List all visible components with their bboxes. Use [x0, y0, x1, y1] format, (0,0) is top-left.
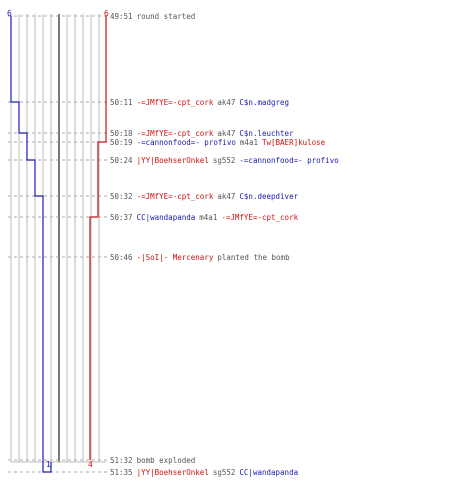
- event-text: -|SoI|- Mercenary: [136, 253, 214, 262]
- event-time: 50:24: [110, 156, 133, 165]
- red-team-start-count: 6: [104, 9, 109, 18]
- event-time: 50:18: [110, 129, 133, 138]
- event-text: m4a1: [239, 138, 258, 147]
- event-text: -=JMfYE=-cpt_cork: [221, 213, 299, 222]
- event-text: planted the bomb: [217, 253, 290, 262]
- event-text: CC|wandapanda: [239, 468, 299, 477]
- event-text: |YY|BoehserOnkel: [136, 468, 209, 477]
- event-row: 50:37 CC|wandapanda m4a1 -=JMfYE=-cpt_cork: [110, 213, 302, 222]
- event-text: ak47: [217, 129, 236, 138]
- event-text: CC|wandapanda: [136, 213, 196, 222]
- event-text: bomb exploded: [136, 456, 196, 465]
- event-text: C$n.leuchter: [239, 129, 294, 138]
- event-row: 51:35 |YY|BoehserOnkel sg552 CC|wandapanda: [110, 468, 302, 477]
- event-time: 50:37: [110, 213, 133, 222]
- event-text: ak47: [217, 192, 236, 201]
- event-text: -=JMfYE=-cpt_cork: [136, 98, 214, 107]
- event-text: ak47: [217, 98, 236, 107]
- event-row: 50:32 -=JMfYE=-cpt_cork ak47 C$n.deepdiver: [110, 192, 302, 201]
- event-text: m4a1: [199, 213, 218, 222]
- event-text: sg552: [212, 468, 236, 477]
- event-text: |YY|BoehserOnkel: [136, 156, 209, 165]
- event-row: 50:19 -=cannonfood=- profivo m4a1 Tw[BAER]k…: [110, 138, 329, 147]
- blue-team-start-count: 6: [7, 9, 12, 18]
- event-row: 50:46 -|SoI|- Mercenary planted the bomb: [110, 253, 294, 262]
- event-text: sg552: [212, 156, 236, 165]
- event-time: 50:46: [110, 253, 133, 262]
- red-team-step-line: [89, 16, 107, 460]
- event-text: C$n.deepdiver: [239, 192, 299, 201]
- event-text: -=cannonfood=- profivo: [239, 156, 339, 165]
- event-time: 49:51: [110, 12, 133, 21]
- event-time: 50:19: [110, 138, 133, 147]
- event-text: -=JMfYE=-cpt_cork: [136, 192, 214, 201]
- event-time: 51:32: [110, 456, 133, 465]
- event-row: 50:18 -=JMfYE=-cpt_cork ak47 C$n.leuchter: [110, 129, 298, 138]
- event-row: 51:32 bomb exploded: [110, 456, 199, 465]
- event-time: 50:11: [110, 98, 133, 107]
- event-text: Tw[BAER]kulose: [261, 138, 326, 147]
- event-row: 49:51 round started: [110, 12, 199, 21]
- blue-team-step-line: [10, 16, 52, 473]
- event-text: round started: [136, 12, 196, 21]
- event-text: C$n.madgreg: [239, 98, 290, 107]
- blue-team-end-count: 1: [46, 460, 51, 469]
- event-row: 50:11 -=JMfYE=-cpt_cork ak47 C$n.madgreg: [110, 98, 293, 107]
- event-text: -=JMfYE=-cpt_cork: [136, 129, 214, 138]
- event-text: -=cannonfood=- profivo: [136, 138, 236, 147]
- event-row: 50:24 |YY|BoehserOnkel sg552 -=cannonfood=-…: [110, 156, 343, 165]
- red-team-end-count: 4: [88, 460, 93, 469]
- event-time: 50:32: [110, 192, 133, 201]
- event-time: 51:35: [110, 468, 133, 477]
